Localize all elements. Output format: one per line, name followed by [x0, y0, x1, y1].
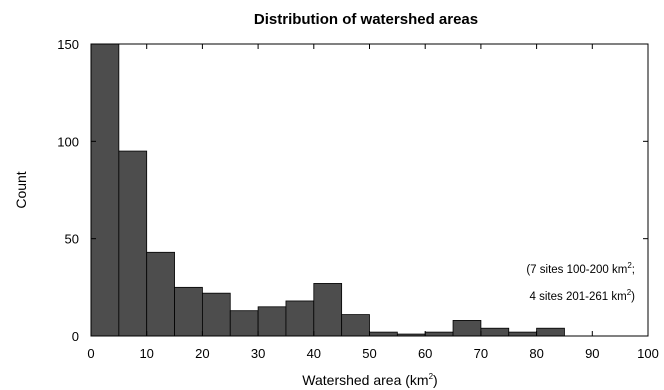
x-tick-label-8: 80 — [529, 346, 543, 361]
x-tick-label-5: 50 — [362, 346, 376, 361]
y-tick-label-1: 50 — [65, 232, 79, 247]
histogram-bar-4 — [201, 292, 231, 337]
x-tick-label-10: 100 — [637, 346, 659, 361]
histogram-bar-16 — [536, 327, 565, 337]
x-axis-ticks: 0 10 20 30 40 50 60 70 80 90 100 — [87, 44, 659, 361]
annotation-note: (7 sites 100-200 km2; 4 sites 201-261 km… — [526, 261, 635, 303]
y-axis-ticks: 0 50 100 150 — [57, 37, 648, 344]
annotation-line-2: 4 sites 201-261 km2) — [530, 288, 636, 303]
x-tick-label-6: 60 — [418, 346, 432, 361]
histogram-bar-3 — [174, 286, 203, 337]
chart-title: Distribution of watershed areas — [254, 11, 478, 28]
y-tick-label-2: 100 — [57, 134, 79, 149]
histogram-bar-9 — [341, 314, 370, 337]
histogram-bar-15 — [508, 331, 538, 337]
histogram-bar-12 — [424, 331, 454, 337]
histogram-bar-0 — [90, 43, 120, 337]
x-tick-label-4: 40 — [307, 346, 321, 361]
x-tick-label-2: 20 — [195, 346, 209, 361]
x-tick-label-9: 90 — [585, 346, 599, 361]
histogram-bar-6 — [257, 306, 287, 337]
y-tick-label-3: 150 — [57, 37, 79, 52]
histogram-bar-5 — [229, 310, 259, 337]
x-tick-label-1: 10 — [139, 346, 153, 361]
histogram-bar-7 — [285, 300, 315, 337]
bars-group — [90, 43, 565, 337]
histogram-bar-1 — [118, 150, 148, 337]
histogram-bar-13 — [452, 320, 482, 337]
y-axis-label: Count — [13, 171, 29, 208]
x-tick-label-0: 0 — [87, 346, 94, 361]
histogram-bar-10 — [369, 331, 398, 337]
x-axis-label: Watershed area (km2) — [302, 372, 437, 388]
annotation-line-1: (7 sites 100-200 km2; — [526, 261, 635, 276]
y-tick-label-0: 0 — [72, 329, 79, 344]
histogram-bar-8 — [313, 283, 343, 337]
x-tick-label-3: 30 — [251, 346, 265, 361]
histogram-bar-2 — [146, 251, 175, 337]
x-tick-label-7: 70 — [474, 346, 488, 361]
histogram-bar-14 — [480, 327, 510, 337]
